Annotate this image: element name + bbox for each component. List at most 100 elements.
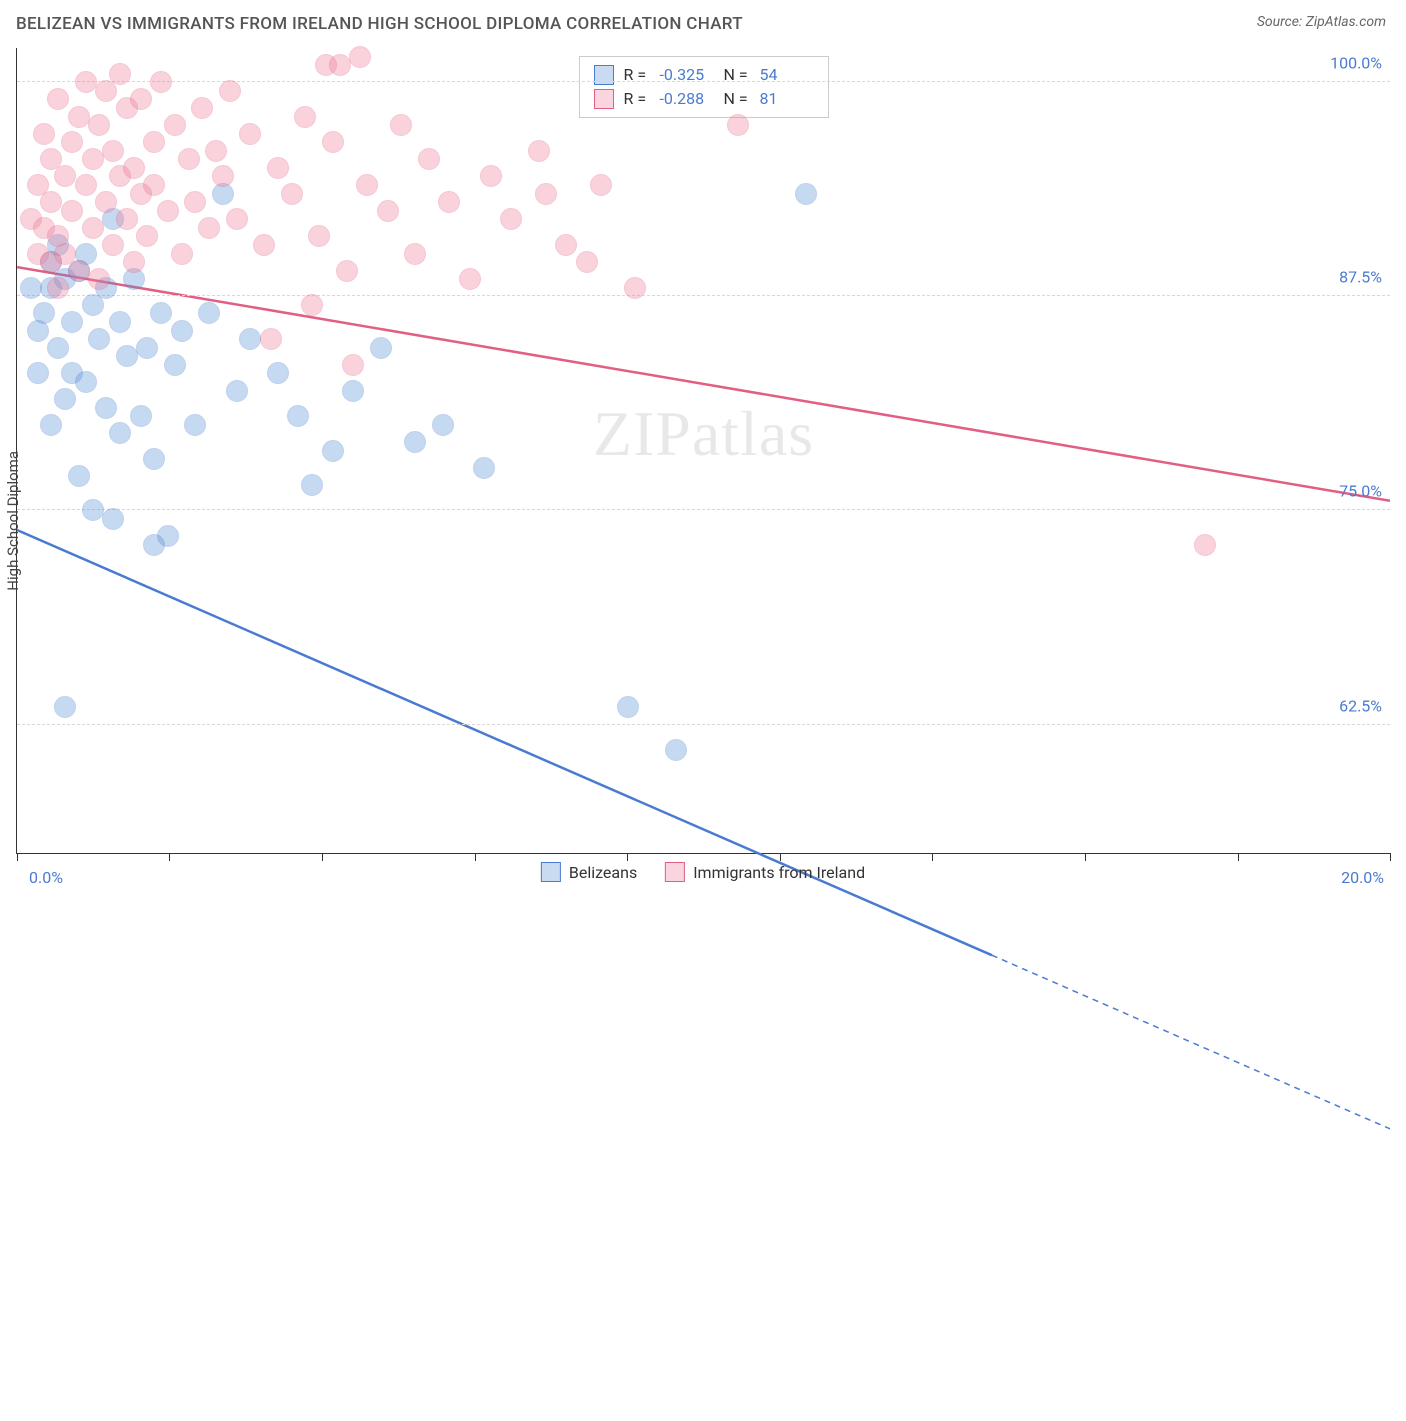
data-point bbox=[301, 474, 323, 496]
data-point bbox=[665, 739, 687, 761]
data-point bbox=[150, 71, 172, 93]
legend-swatch bbox=[665, 862, 685, 882]
data-point bbox=[164, 114, 186, 136]
data-point bbox=[116, 345, 138, 367]
gridline bbox=[17, 724, 1390, 725]
x-tick-label: 0.0% bbox=[29, 868, 63, 887]
data-point bbox=[226, 380, 248, 402]
data-point bbox=[136, 337, 158, 359]
legend-label: N = bbox=[724, 87, 750, 111]
data-point bbox=[116, 208, 138, 230]
data-point bbox=[617, 696, 639, 718]
data-point bbox=[88, 268, 110, 290]
legend-label: R = bbox=[624, 63, 650, 87]
data-point bbox=[418, 148, 440, 170]
data-point bbox=[171, 243, 193, 265]
legend-swatch bbox=[594, 89, 614, 109]
data-point bbox=[143, 131, 165, 153]
data-point bbox=[95, 397, 117, 419]
correlation-legend: R =-0.325N =54R =-0.288N =81 bbox=[579, 56, 829, 118]
chart-source: Source: ZipAtlas.com bbox=[1257, 14, 1386, 30]
data-point bbox=[40, 414, 62, 436]
data-point bbox=[267, 362, 289, 384]
data-point bbox=[370, 337, 392, 359]
x-tick bbox=[1390, 853, 1391, 861]
data-point bbox=[260, 328, 282, 350]
y-tick-label: 62.5% bbox=[1339, 696, 1382, 715]
data-point bbox=[480, 165, 502, 187]
data-point bbox=[88, 328, 110, 350]
trend-lines bbox=[17, 48, 1390, 1421]
data-point bbox=[123, 251, 145, 273]
data-point bbox=[164, 354, 186, 376]
data-point bbox=[130, 405, 152, 427]
x-tick bbox=[169, 853, 170, 861]
data-point bbox=[68, 106, 90, 128]
data-point bbox=[198, 217, 220, 239]
x-tick bbox=[322, 853, 323, 861]
data-point bbox=[184, 414, 206, 436]
data-point bbox=[184, 191, 206, 213]
data-point bbox=[205, 140, 227, 162]
data-point bbox=[61, 311, 83, 333]
y-tick-label: 75.0% bbox=[1339, 482, 1382, 501]
data-point bbox=[294, 106, 316, 128]
data-point bbox=[54, 388, 76, 410]
data-point bbox=[1194, 534, 1216, 556]
data-point bbox=[109, 422, 131, 444]
data-point bbox=[404, 243, 426, 265]
data-point bbox=[82, 148, 104, 170]
data-point bbox=[356, 174, 378, 196]
data-point bbox=[178, 148, 200, 170]
data-point bbox=[61, 131, 83, 153]
data-point bbox=[212, 165, 234, 187]
data-point bbox=[727, 114, 749, 136]
data-point bbox=[54, 696, 76, 718]
data-point bbox=[404, 431, 426, 453]
data-point bbox=[226, 208, 248, 230]
data-point bbox=[102, 140, 124, 162]
x-tick bbox=[932, 853, 933, 861]
data-point bbox=[61, 200, 83, 222]
data-point bbox=[459, 268, 481, 290]
x-tick bbox=[475, 853, 476, 861]
data-point bbox=[75, 174, 97, 196]
data-point bbox=[27, 362, 49, 384]
legend-label: N = bbox=[724, 63, 750, 87]
data-point bbox=[322, 131, 344, 153]
data-point bbox=[281, 183, 303, 205]
data-point bbox=[136, 225, 158, 247]
data-point bbox=[555, 234, 577, 256]
chart-area: High School Diploma ZIPatlas R =-0.325N … bbox=[16, 48, 1390, 854]
data-point bbox=[336, 260, 358, 282]
data-point bbox=[102, 234, 124, 256]
gridline bbox=[17, 509, 1390, 510]
data-point bbox=[130, 88, 152, 110]
legend-row: R =-0.325N =54 bbox=[594, 63, 814, 87]
data-point bbox=[47, 277, 69, 299]
chart-title: BELIZEAN VS IMMIGRANTS FROM IRELAND HIGH… bbox=[16, 14, 743, 34]
data-point bbox=[795, 183, 817, 205]
data-point bbox=[500, 208, 522, 230]
data-point bbox=[157, 200, 179, 222]
legend-n-value: 54 bbox=[760, 63, 814, 87]
x-tick bbox=[780, 853, 781, 861]
data-point bbox=[68, 260, 90, 282]
data-point bbox=[287, 405, 309, 427]
data-point bbox=[171, 320, 193, 342]
x-tick-label: 20.0% bbox=[1341, 868, 1384, 887]
x-tick bbox=[627, 853, 628, 861]
data-point bbox=[239, 328, 261, 350]
data-point bbox=[47, 337, 69, 359]
legend-item: Belizeans bbox=[541, 862, 637, 882]
x-tick bbox=[1238, 853, 1239, 861]
data-point bbox=[150, 302, 172, 324]
legend-series-name: Immigrants from Ireland bbox=[693, 863, 865, 882]
data-point bbox=[473, 457, 495, 479]
y-tick-label: 87.5% bbox=[1339, 268, 1382, 287]
data-point bbox=[390, 114, 412, 136]
data-point bbox=[33, 302, 55, 324]
data-point bbox=[329, 54, 351, 76]
x-tick bbox=[1085, 853, 1086, 861]
y-axis-title: High School Diploma bbox=[4, 451, 22, 591]
